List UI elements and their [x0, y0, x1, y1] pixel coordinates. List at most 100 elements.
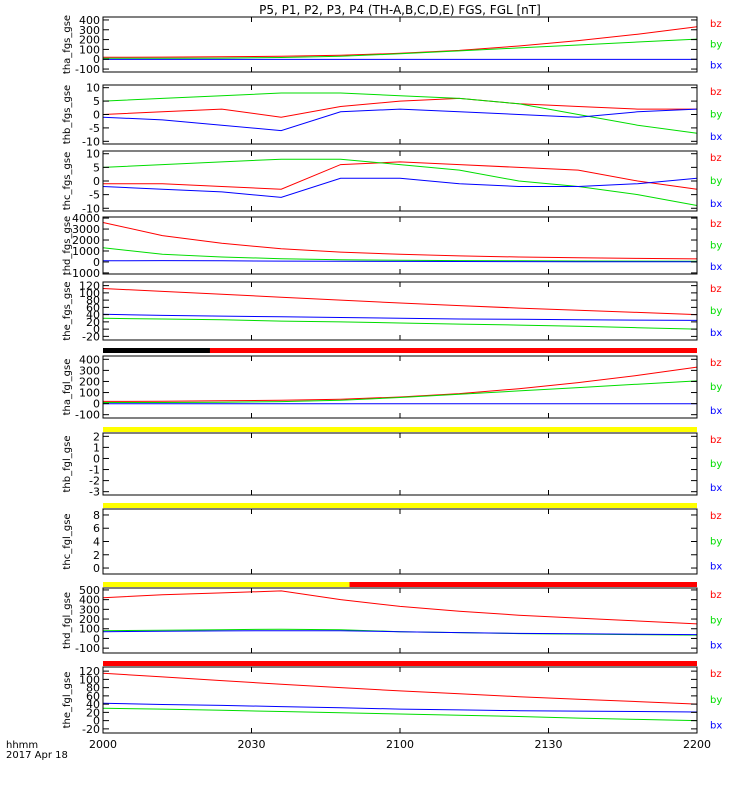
- y-tick-label: 400: [79, 353, 100, 366]
- y-tick-label: -100: [75, 642, 100, 655]
- legend-label-bz: bz: [710, 511, 722, 522]
- y-tick-label: -10: [82, 202, 100, 215]
- x-tick-label: 2100: [386, 738, 414, 751]
- y-tick-label: 120: [79, 665, 100, 678]
- y-tick-label: 20: [86, 706, 100, 719]
- status-bar-segment: [103, 348, 697, 353]
- y-tick-label: 200: [79, 375, 100, 388]
- y-tick-label: 40: [86, 309, 100, 322]
- y-tick-label: 5: [93, 95, 100, 108]
- footer-date-label: 2017 Apr 18: [6, 750, 68, 761]
- y-tick-label: 120: [79, 280, 100, 293]
- panel-frame: [102, 150, 698, 212]
- panel-legend: bz by bx: [710, 284, 722, 339]
- status-bar-segment: [103, 427, 697, 432]
- y-axis-title: thc_fgs_gse: [62, 152, 73, 211]
- y-tick-label: 2: [93, 549, 100, 562]
- y-tick-label: 100: [79, 623, 100, 636]
- series-line-bz: [102, 288, 698, 316]
- panel-legend: bz by bx: [710, 19, 722, 71]
- legend-label-bx: bx: [710, 262, 722, 273]
- legend-label-bx: bx: [710, 562, 722, 573]
- panel-frame: [102, 587, 698, 654]
- panel-legend: bz by bx: [710, 358, 722, 417]
- panel-legend: bz by bx: [710, 669, 722, 732]
- y-tick-label: 80: [86, 682, 100, 695]
- panel-frame: [102, 432, 698, 496]
- status-bar-segment: [103, 503, 697, 508]
- series-line-bz: [102, 97, 697, 118]
- y-tick-label: -1: [89, 464, 100, 477]
- y-axis-title: tha_fgs_gse: [62, 15, 73, 74]
- y-tick-label: -100: [75, 63, 100, 76]
- y-tick-label: 6: [93, 522, 100, 535]
- x-tick-label: 2130: [535, 738, 563, 751]
- panel-legend: bz by bx: [710, 87, 722, 143]
- y-tick-label: 10: [86, 82, 100, 95]
- legend-label-bx: bx: [710, 483, 722, 494]
- legend-label-by: by: [710, 615, 722, 626]
- y-axis-title: the_fgs_gse: [62, 281, 73, 340]
- y-tick-label: 200: [79, 613, 100, 626]
- y-tick-label: 500: [79, 584, 100, 597]
- panel-legend: bz by bx: [710, 511, 722, 573]
- y-tick-label: 1000: [72, 245, 100, 258]
- panel-frame: [102, 216, 698, 275]
- legend-label-bx: bx: [710, 132, 722, 143]
- y-axis-title: thb_fgs_gse: [62, 85, 73, 144]
- legend-label-by: by: [710, 459, 722, 470]
- legend-label-bx: bx: [710, 406, 722, 417]
- series-line-bz: [103, 161, 698, 190]
- y-tick-label: 10: [86, 148, 100, 161]
- y-tick-label: -2: [89, 475, 100, 488]
- x-tick-label: 2030: [238, 738, 266, 751]
- series-line-by: [102, 317, 698, 330]
- legend-label-bx: bx: [710, 199, 722, 210]
- y-tick-label: -20: [82, 330, 100, 343]
- legend-label-by: by: [710, 536, 722, 547]
- y-tick-label: 100: [79, 387, 100, 400]
- series-line-bz: [102, 222, 698, 260]
- series-line-by: [102, 707, 698, 722]
- series-line-bz: [102, 590, 698, 625]
- y-tick-label: 20: [86, 316, 100, 329]
- y-tick-label: -1000: [68, 267, 100, 280]
- series-line-bx: [102, 260, 698, 263]
- y-axis-title: thd_fgs_gse: [62, 216, 73, 275]
- y-tick-label: 400: [79, 14, 100, 27]
- legend-label-bx: bx: [710, 641, 722, 652]
- y-tick-label: 0: [93, 109, 100, 122]
- series-line-bz: [102, 26, 698, 58]
- y-tick-label: -5: [89, 189, 100, 202]
- y-tick-label: 60: [86, 690, 100, 703]
- legend-label-bz: bz: [710, 153, 722, 164]
- panel-legend: bz by bx: [710, 435, 722, 494]
- legend-label-by: by: [710, 306, 722, 317]
- legend-label-bz: bz: [710, 358, 722, 369]
- y-tick-label: -3: [89, 486, 100, 499]
- status-bar-segment: [349, 582, 697, 587]
- series-line-bz: [102, 672, 698, 705]
- legend-label-bz: bz: [710, 669, 722, 680]
- legend-label-by: by: [710, 40, 722, 51]
- y-tick-label: 2: [93, 430, 100, 443]
- y-tick-label: 300: [79, 603, 100, 616]
- series-line-by: [103, 380, 698, 403]
- legend-label-bz: bz: [710, 590, 722, 601]
- legend-label-bx: bx: [710, 328, 722, 339]
- y-tick-label: 3000: [72, 223, 100, 236]
- y-axis-title: tha_fgl_gse: [62, 359, 73, 416]
- legend-label-by: by: [710, 695, 722, 706]
- y-tick-label: 0: [93, 53, 100, 66]
- y-tick-label: -20: [82, 723, 100, 736]
- footer-time-label: hhmm: [6, 740, 38, 751]
- y-tick-label: 0: [93, 175, 100, 188]
- y-tick-label: 0: [93, 715, 100, 728]
- y-tick-label: 80: [86, 294, 100, 307]
